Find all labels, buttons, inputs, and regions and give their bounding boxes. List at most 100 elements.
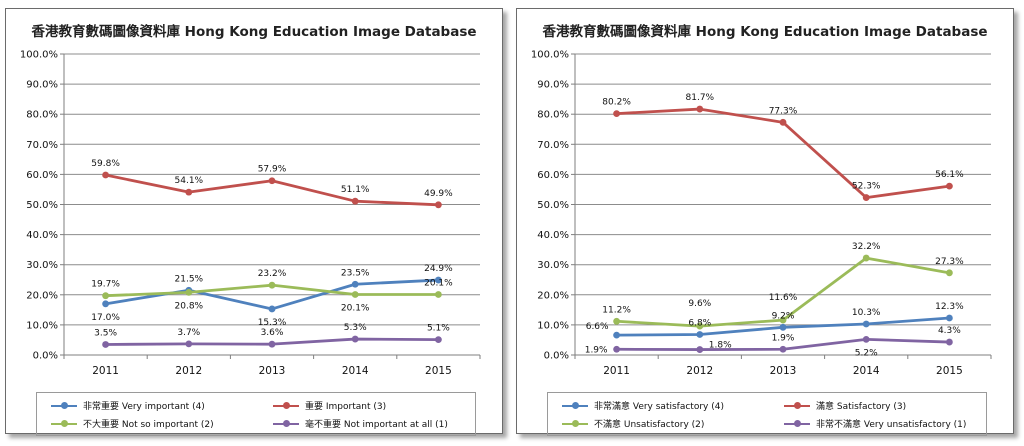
data-label: 1.8% xyxy=(709,341,732,351)
data-label: 59.8% xyxy=(91,159,120,169)
x-tick-label: 2012 xyxy=(175,365,202,377)
data-label: 6.8% xyxy=(688,319,711,329)
data-point xyxy=(102,300,109,308)
y-tick-label: 100.0% xyxy=(531,50,569,61)
chart-svg: 0.0% 10.0% 20.0% 30.0% 40.0% 50.0% 60.0% 70.0% 8… xyxy=(531,50,992,377)
data-point xyxy=(268,305,276,313)
legend-item-very-unsatisfactory: 非常不滿意 Very unsatisfactory (1) xyxy=(784,417,966,430)
legend-item-very-important: 非常重要 Very important (4) xyxy=(51,399,205,412)
data-point xyxy=(185,340,193,348)
data-point xyxy=(779,323,787,331)
data-point xyxy=(351,197,359,205)
data-point xyxy=(946,314,953,322)
y-tick-label: 90.0% xyxy=(537,80,569,91)
y-tick-label: 70.0% xyxy=(26,140,58,151)
data-label: 5.2% xyxy=(855,348,878,358)
y-tick-label: 90.0% xyxy=(26,80,58,91)
data-label: 49.9% xyxy=(424,189,453,199)
y-tick-label: 20.0% xyxy=(26,290,58,301)
data-label: 11.2% xyxy=(602,305,631,315)
data-point xyxy=(779,316,787,324)
legend-item-important: 重要 Important (3) xyxy=(273,399,386,412)
legend-item-very-satisfactory: 非常滿意 Very satisfactory (4) xyxy=(562,399,724,412)
data-point xyxy=(268,177,276,185)
x-tick-label: 2011 xyxy=(92,365,119,377)
data-point xyxy=(946,182,953,190)
data-label: 6.6% xyxy=(586,322,609,332)
data-point xyxy=(435,276,442,284)
data-label: 5.1% xyxy=(427,324,450,334)
y-tick-label: 60.0% xyxy=(26,170,58,181)
data-label: 9.2% xyxy=(772,311,795,321)
y-tick-label: 50.0% xyxy=(26,200,58,211)
y-tick-label: 50.0% xyxy=(537,200,569,211)
data-label: 54.1% xyxy=(175,176,204,186)
data-label: 4.3% xyxy=(938,326,961,336)
data-point xyxy=(102,171,109,179)
data-point xyxy=(946,338,953,346)
data-label: 15.3% xyxy=(258,318,287,328)
chart-svg: 0.0% 10.0% 20.0% 30.0% 40.0% 50.0% 60.0% 70.0% 8… xyxy=(20,50,481,377)
chart-title: 香港教育數碼圖像資料庫 Hong Kong Education Image Da… xyxy=(31,24,477,40)
data-label: 20.1% xyxy=(424,278,453,288)
chart-panel-satisfaction: 0.0% 10.0% 20.0% 30.0% 40.0% 50.0% 60.0% 70.0% 8… xyxy=(516,8,1014,436)
data-point xyxy=(185,188,193,196)
data-label: 12.3% xyxy=(935,302,964,312)
data-label: 3.5% xyxy=(94,328,117,338)
data-label: 23.5% xyxy=(341,268,370,278)
data-label: 27.3% xyxy=(935,257,964,267)
x-tick-label: 2012 xyxy=(686,365,713,377)
data-point xyxy=(696,346,704,353)
legend-item-unsatisfactory: 不滿意 Unsatisfactory (2) xyxy=(562,417,704,430)
data-label: 10.3% xyxy=(852,308,881,318)
data-point xyxy=(862,335,870,343)
data-label: 80.2% xyxy=(602,98,631,108)
data-label: 77.3% xyxy=(769,106,798,116)
data-label: 57.9% xyxy=(258,165,287,175)
y-tick-label: 20.0% xyxy=(537,290,569,301)
y-tick-label: 30.0% xyxy=(26,260,58,271)
y-tick-label: 0.0% xyxy=(33,351,58,362)
data-label: 1.9% xyxy=(772,333,795,343)
chart-legend: 非常滿意 Very satisfactory (4) 滿意 Satisfacto… xyxy=(547,392,987,436)
data-label: 20.1% xyxy=(341,303,370,313)
data-point xyxy=(268,340,276,348)
y-tick-label: 10.0% xyxy=(537,320,569,331)
data-label: 3.6% xyxy=(261,328,284,338)
data-point xyxy=(696,331,704,338)
data-point xyxy=(102,341,109,348)
data-label: 5.3% xyxy=(344,323,367,333)
y-tick-label: 0.0% xyxy=(544,351,569,362)
legend-item-not-so-important: 不大重要 Not so important (2) xyxy=(51,417,214,430)
data-label: 21.5% xyxy=(175,274,204,284)
data-point xyxy=(613,110,620,117)
data-label: 1.9% xyxy=(585,345,608,355)
data-label: 24.9% xyxy=(424,264,453,274)
y-tick-label: 40.0% xyxy=(26,230,58,241)
data-point xyxy=(779,345,787,353)
data-label: 3.7% xyxy=(177,328,200,338)
data-point xyxy=(862,194,870,201)
data-point xyxy=(862,254,870,262)
data-label: 20.8% xyxy=(175,301,204,311)
data-label: 11.6% xyxy=(769,293,798,303)
data-label: 32.2% xyxy=(852,242,881,252)
data-label: 56.1% xyxy=(935,170,964,180)
data-point xyxy=(268,281,276,289)
data-point xyxy=(779,118,787,126)
data-label: 17.0% xyxy=(91,313,120,323)
data-label: 52.3% xyxy=(852,182,881,192)
data-label: 19.7% xyxy=(91,280,120,290)
data-point xyxy=(185,288,193,296)
y-tick-label: 70.0% xyxy=(537,140,569,151)
data-label: 51.1% xyxy=(341,185,370,195)
y-tick-label: 100.0% xyxy=(20,50,58,61)
data-point xyxy=(351,291,359,298)
x-tick-label: 2013 xyxy=(770,365,797,377)
data-point xyxy=(946,269,953,277)
chart-panel-importance: 0.0% 10.0% 20.0% 30.0% 40.0% 50.0% 60.0% 70.0% 8… xyxy=(5,8,503,436)
data-point xyxy=(351,280,359,288)
chart-title: 香港教育數碼圖像資料庫 Hong Kong Education Image Da… xyxy=(542,24,988,40)
data-point xyxy=(696,322,704,330)
x-tick-label: 2014 xyxy=(342,365,369,377)
